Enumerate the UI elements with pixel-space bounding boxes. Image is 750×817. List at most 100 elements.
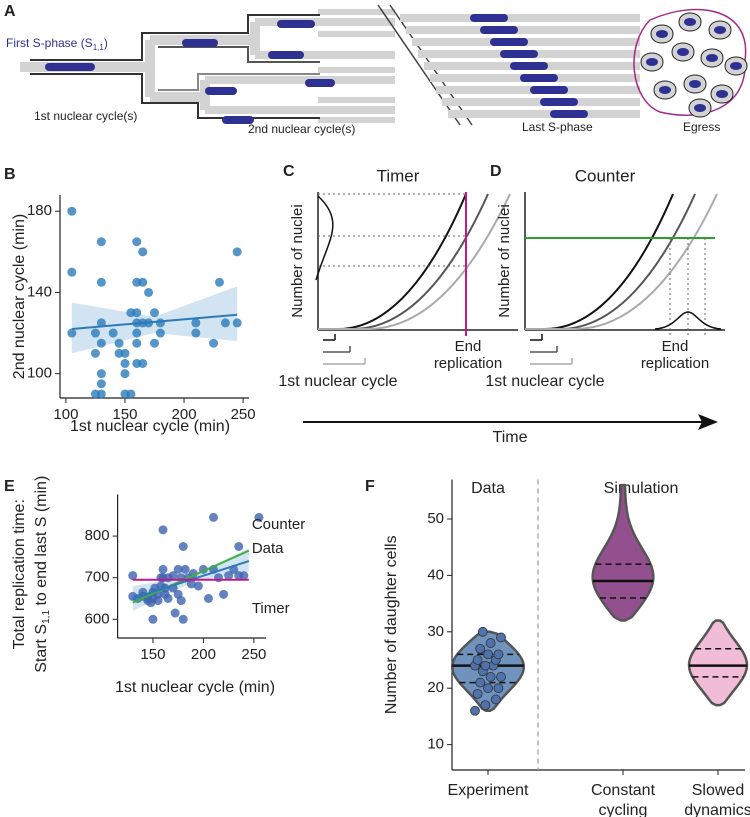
data-point [138,277,148,287]
data-point [120,358,130,368]
growth-curve [318,193,489,330]
y-tick-label: 600 [85,610,110,627]
cell-nucleus [677,48,689,56]
violin [591,483,655,622]
data-point [480,660,491,671]
line-label: Timer [252,600,290,617]
data-point [120,369,130,379]
data-point [214,573,224,583]
data-point [475,677,486,688]
data-point [472,655,483,665]
cycle-label: 2nd nuclear cycle(s) [248,122,355,136]
label-text: ) [104,36,108,50]
x-tick-label: 200 [191,646,216,663]
s-phase-bar [45,63,95,71]
data-point [132,338,142,348]
s-phase-bar [222,116,254,124]
data-point [96,369,106,379]
data-point [138,247,148,257]
data-point [472,688,483,699]
y-tick-label: 50 [427,510,444,527]
data-point [219,589,229,599]
x-tick-label: Constant cycling [590,782,656,817]
distribution [315,195,334,281]
data-point [470,705,480,716]
s-phase-bar [182,39,218,47]
s-phase-bar [305,79,335,87]
data-point [158,525,168,535]
data-point [126,389,136,399]
s-phase-bar [470,14,508,22]
cell-nucleus [659,86,671,94]
y-tick-label: 40 [427,566,444,583]
data-point [214,277,224,287]
data-point [191,328,201,338]
line-label: Data [252,540,284,557]
data-point [155,318,165,328]
data-point [163,593,173,603]
data-point [132,328,142,338]
data-point [132,237,142,247]
y-tick-label: 140 [27,283,52,300]
data-point [67,267,77,277]
s-phase-bar [530,86,568,94]
data-point [132,308,142,318]
y-axis-label: Number of daughter cells [383,535,400,714]
data-point [180,564,190,574]
data-point [485,638,496,648]
data-point [191,318,201,328]
x-tick-label: Slowed dynamics [684,782,750,817]
data-point [150,308,159,318]
label-subscript: 1,1 [93,43,105,52]
label-text: Start S [33,624,50,673]
x-tick-label: 200 [172,406,197,423]
x-tick-label: Experiment [447,782,529,799]
panel-letter: F [365,478,375,495]
data-point [496,632,506,643]
x-tick-label: 250 [241,646,266,663]
data-point [168,571,178,581]
tree-outline [158,73,320,91]
x-axis-label: 1st nuclear cycle [485,373,605,390]
data-point [138,358,148,368]
data-point [150,338,159,348]
y-axis-label: Total replication time: [11,499,28,649]
growth-curve [318,193,511,330]
distribution [654,311,722,330]
data-point [67,328,77,338]
data-point [496,672,506,682]
data-point [220,318,230,328]
data-point [232,318,242,328]
data-point [90,328,100,338]
data-point [493,649,504,660]
y-tick-label: 30 [427,623,444,640]
growth-curve [525,193,674,330]
data-point [170,608,180,618]
first-s-phase-label: First S-phase (S1,1) [6,36,108,52]
schematic-title: Timer [377,166,420,185]
data-point [128,571,138,581]
x-axis-label: 1st nuclear cycle [278,373,398,390]
data-point [186,579,196,589]
data-point [209,338,219,348]
tree-outline [30,14,320,61]
data-point [176,596,186,606]
s-phase-bar [550,110,588,118]
growth-curve [318,193,467,330]
tree-outline [30,73,320,119]
data-point [178,541,188,551]
data-point [173,564,183,574]
label-text: First S-phase (S [6,36,93,50]
data-point [148,614,158,624]
label-text: to end last S (min) [33,476,50,610]
cell-nucleus [684,18,696,26]
data-point [232,247,242,257]
y-tick-label: 10 [427,736,444,753]
data-point [158,564,168,574]
section-label: Simulation [604,480,679,497]
s-phase-bar [520,74,558,82]
data-point [96,379,106,389]
y-axis-label: Start S1,1 to end last S (min) [33,476,51,673]
growth-curve [525,193,718,330]
x-tick-label: 100 [53,406,78,423]
